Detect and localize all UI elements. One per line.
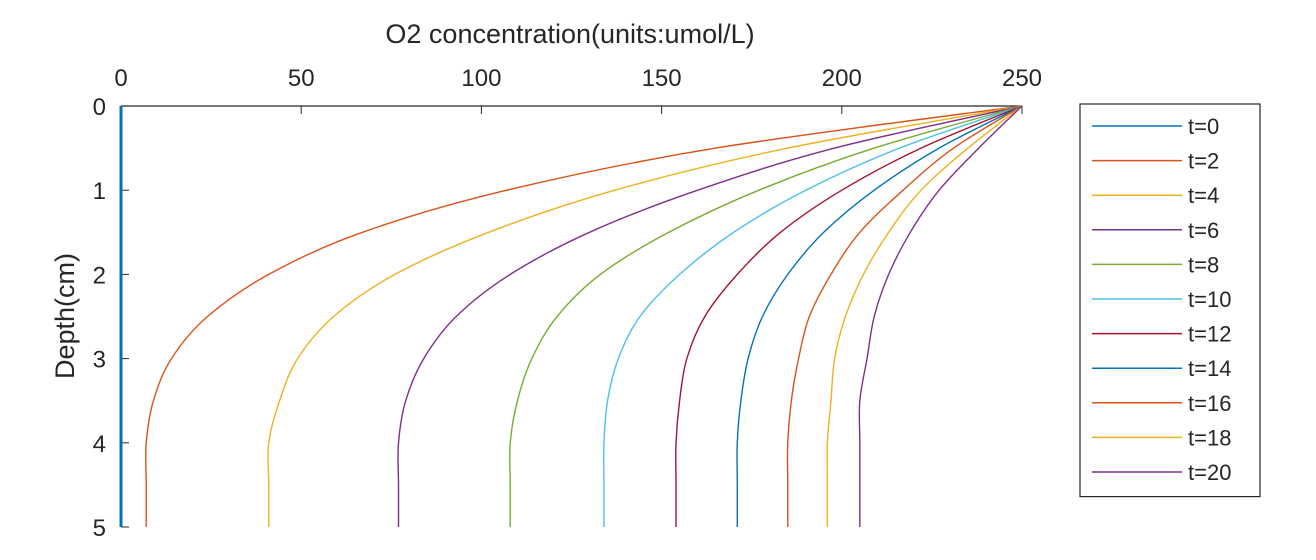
plot-area — [119, 105, 1023, 527]
legend-label: t=18 — [1188, 425, 1231, 450]
legend-label: t=20 — [1188, 460, 1231, 485]
legend-label: t=8 — [1188, 252, 1219, 277]
series-line-t-8 — [509, 105, 1023, 527]
series-line-t-14 — [736, 105, 1023, 527]
x-tick-label: 0 — [114, 65, 127, 92]
y-tick-label: 5 — [93, 515, 106, 542]
x-tick-label: 50 — [288, 65, 315, 92]
legend-label: t=16 — [1188, 391, 1231, 416]
legend-box — [1079, 103, 1261, 498]
x-tick-label: 200 — [822, 65, 862, 92]
y-tick-label: 3 — [93, 347, 106, 374]
x-tick-label: 150 — [642, 65, 682, 92]
legend-label: t=2 — [1188, 149, 1219, 174]
legend: t=0 t=2 t=4 t=6 t=8 t=10 t=12 t=14 t=16 t=18 t=20 — [1079, 103, 1261, 498]
axis-ticks: 0 50 100 150 200 250 0 1 2 3 4 5 — [93, 65, 1042, 542]
x-tick-label: 250 — [1002, 65, 1042, 92]
legend-label: t=6 — [1188, 218, 1219, 243]
x-tick-label: 100 — [461, 65, 501, 92]
series-line-t-6 — [397, 105, 1023, 527]
y-tick-label: 1 — [93, 178, 106, 205]
series-line-t-18 — [826, 105, 1023, 527]
series-line-t-20 — [858, 105, 1023, 527]
legend-label: t=4 — [1188, 183, 1219, 208]
series-line-t-10 — [602, 105, 1023, 527]
legend-label: t=14 — [1188, 356, 1231, 381]
legend-label: t=12 — [1188, 322, 1231, 347]
x-axis-title: O2 concentration(units:umol/L) — [385, 19, 754, 49]
series-line-t-16 — [786, 105, 1023, 527]
y-tick-label: 0 — [93, 94, 106, 121]
series-line-t-12 — [675, 105, 1023, 527]
legend-label: t=0 — [1188, 114, 1219, 139]
legend-label: t=10 — [1188, 287, 1231, 312]
y-tick-label: 4 — [93, 431, 106, 458]
series-line-t-2 — [145, 105, 1023, 527]
y-tick-label: 2 — [93, 262, 106, 289]
series-line-t-4 — [267, 105, 1023, 527]
y-axis-title: Depth(cm) — [50, 253, 80, 379]
